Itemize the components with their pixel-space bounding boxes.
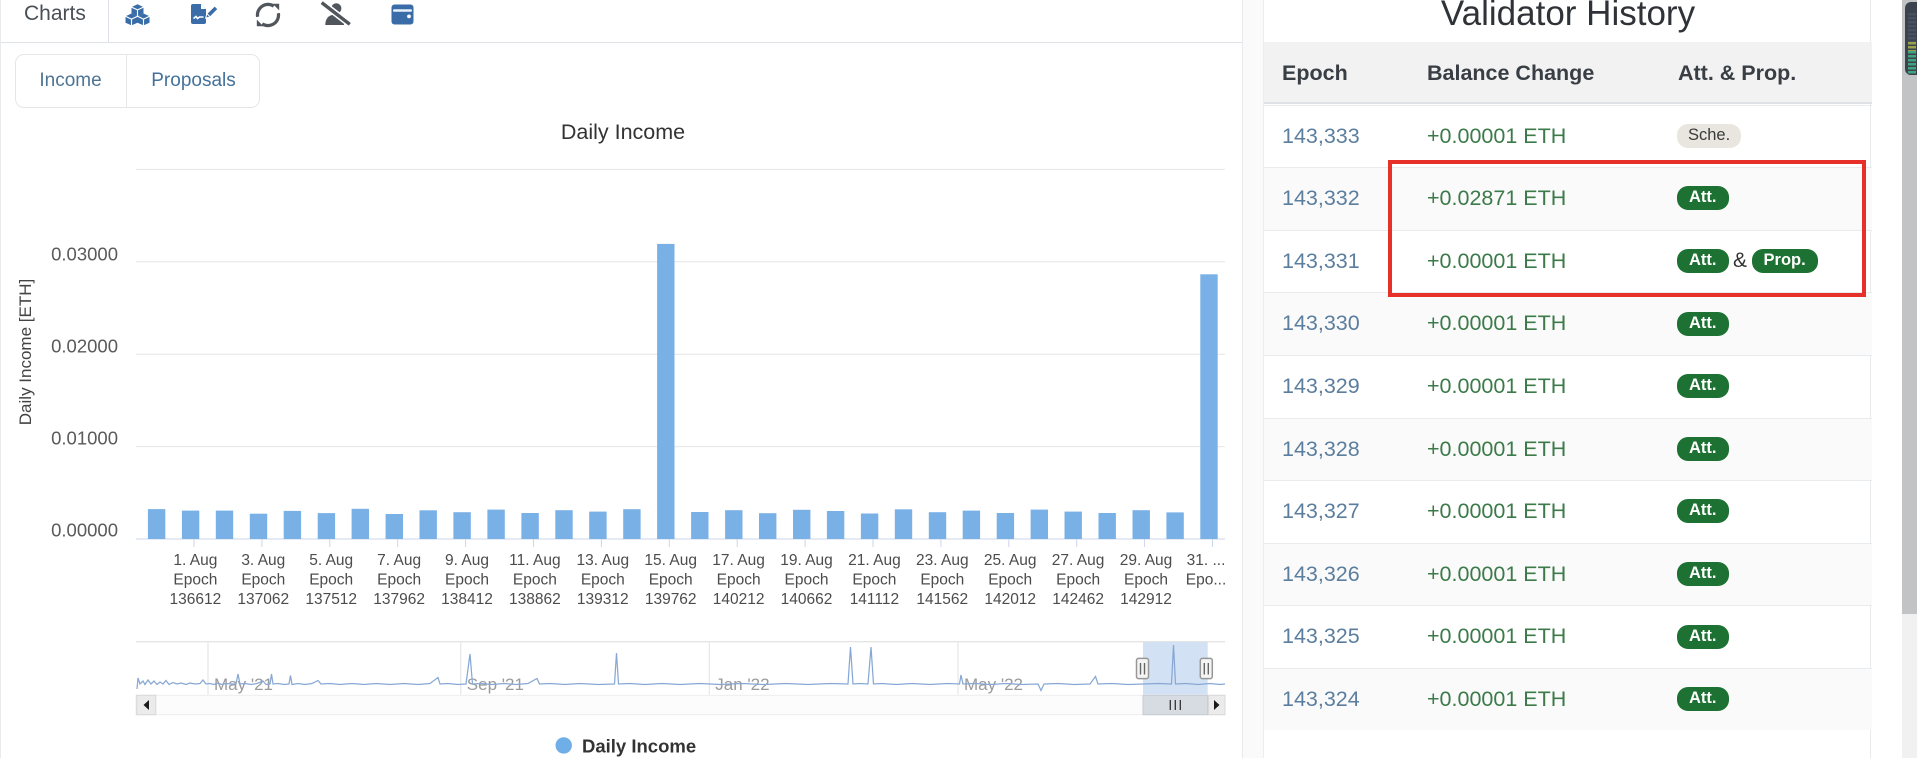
- svg-text:11. Aug: 11. Aug: [509, 552, 560, 569]
- svg-text:Epoch: Epoch: [445, 572, 489, 589]
- svg-text:7. Aug: 7. Aug: [377, 552, 421, 569]
- svg-text:138412: 138412: [441, 591, 493, 608]
- svg-text:140662: 140662: [781, 591, 833, 608]
- svg-text:13. Aug: 13. Aug: [577, 552, 630, 569]
- svg-text:27. Aug: 27. Aug: [1052, 552, 1105, 569]
- svg-text:141562: 141562: [916, 591, 968, 608]
- svg-text:0.01000: 0.01000: [51, 428, 118, 449]
- svg-text:Daily Income [ETH]: Daily Income [ETH]: [16, 279, 35, 425]
- svg-text:23. Aug: 23. Aug: [916, 552, 969, 569]
- svg-text:3. Aug: 3. Aug: [241, 552, 285, 569]
- svg-text:31. ...: 31. ...: [1187, 552, 1226, 569]
- svg-text:Epoch: Epoch: [1056, 572, 1100, 589]
- svg-text:142912: 142912: [1120, 591, 1172, 608]
- svg-text:0.03000: 0.03000: [51, 244, 118, 265]
- svg-text:25. Aug: 25. Aug: [984, 552, 1037, 569]
- svg-text:Epoch: Epoch: [309, 572, 353, 589]
- svg-text:142462: 142462: [1052, 591, 1104, 608]
- svg-text:Epoch: Epoch: [852, 572, 896, 589]
- svg-text:139762: 139762: [645, 591, 697, 608]
- svg-text:17. Aug: 17. Aug: [712, 552, 765, 569]
- svg-text:138862: 138862: [509, 591, 561, 608]
- svg-text:Epoch: Epoch: [581, 572, 625, 589]
- svg-text:Daily Income: Daily Income: [561, 120, 685, 144]
- svg-text:29. Aug: 29. Aug: [1120, 552, 1173, 569]
- svg-text:Epoch: Epoch: [717, 572, 761, 589]
- svg-text:Daily Income: Daily Income: [582, 736, 696, 757]
- svg-text:140212: 140212: [713, 591, 765, 608]
- svg-text:0.00000: 0.00000: [51, 520, 118, 541]
- svg-text:21. Aug: 21. Aug: [848, 552, 901, 569]
- svg-text:0.02000: 0.02000: [51, 336, 118, 357]
- svg-text:Epoch: Epoch: [241, 572, 285, 589]
- svg-text:137512: 137512: [305, 591, 357, 608]
- svg-text:Epoch: Epoch: [1124, 572, 1168, 589]
- svg-text:1. Aug: 1. Aug: [173, 552, 217, 569]
- svg-text:5. Aug: 5. Aug: [309, 552, 353, 569]
- svg-text:15. Aug: 15. Aug: [644, 552, 697, 569]
- svg-text:Epoch: Epoch: [920, 572, 964, 589]
- svg-text:Epoch: Epoch: [173, 572, 217, 589]
- svg-text:Epoch: Epoch: [513, 572, 557, 589]
- svg-text:May '21: May '21: [214, 675, 273, 694]
- svg-text:Jan '22: Jan '22: [715, 675, 769, 694]
- svg-text:141112: 141112: [850, 591, 899, 608]
- svg-text:Epoch: Epoch: [785, 572, 829, 589]
- svg-text:9. Aug: 9. Aug: [445, 552, 489, 569]
- svg-text:136612: 136612: [170, 591, 222, 608]
- svg-text:137962: 137962: [373, 591, 425, 608]
- svg-text:142012: 142012: [984, 591, 1036, 608]
- svg-text:Epo...: Epo...: [1186, 572, 1227, 589]
- svg-text:19. Aug: 19. Aug: [780, 552, 833, 569]
- svg-text:137062: 137062: [237, 591, 289, 608]
- svg-text:139312: 139312: [577, 591, 629, 608]
- svg-text:Epoch: Epoch: [988, 572, 1032, 589]
- svg-text:Epoch: Epoch: [377, 572, 421, 589]
- svg-text:Epoch: Epoch: [649, 572, 693, 589]
